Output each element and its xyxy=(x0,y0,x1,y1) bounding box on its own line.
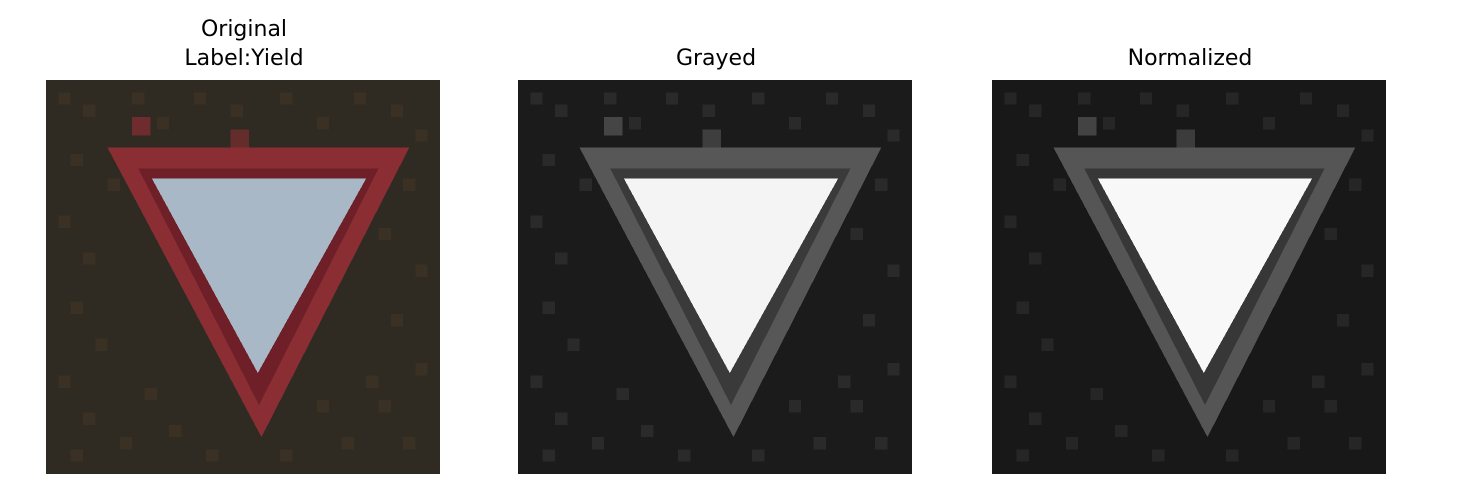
title-line-1: Grayed xyxy=(675,46,757,71)
yield-sign-image xyxy=(518,80,912,474)
panel-normalized: Normalized xyxy=(992,0,1388,502)
yield-sign-image xyxy=(992,80,1386,474)
panel-grayed: Grayed xyxy=(518,0,914,502)
panel-title: Grayed xyxy=(518,44,914,73)
panel-original: Original Label:Yield xyxy=(46,0,442,502)
title-line-1: Original xyxy=(200,17,288,42)
panel-title: Original Label:Yield xyxy=(46,15,442,73)
yield-sign-image xyxy=(46,80,440,474)
title-line-2: Label:Yield xyxy=(184,46,304,71)
panel-title: Normalized xyxy=(992,44,1388,73)
title-line-1: Normalized xyxy=(1127,46,1253,71)
